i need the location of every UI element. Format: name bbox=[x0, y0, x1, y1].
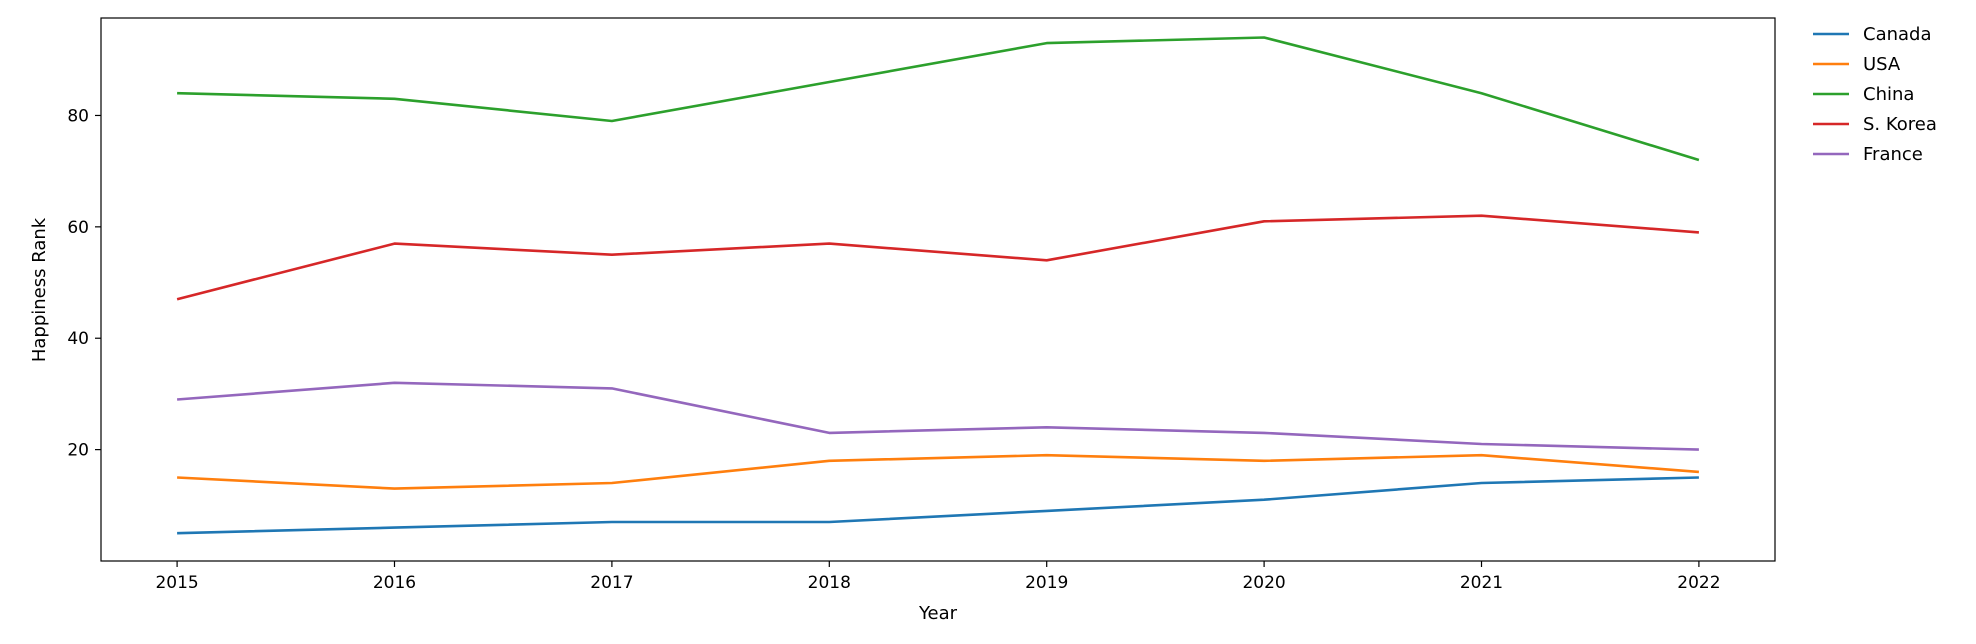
legend-label-s-korea: S. Korea bbox=[1863, 114, 1937, 135]
x-tick-label: 2016 bbox=[373, 573, 416, 593]
x-tick-label: 2022 bbox=[1677, 573, 1720, 593]
x-tick-label: 2015 bbox=[155, 573, 198, 593]
series-line-usa bbox=[177, 453, 1699, 490]
legend-label-china: China bbox=[1863, 84, 1914, 105]
plot-frame bbox=[100, 17, 1776, 562]
series-line-s-korea bbox=[176, 214, 1699, 301]
y-tick-label: 40 bbox=[67, 329, 89, 349]
series-line-canada bbox=[177, 476, 1699, 535]
x-tick-label: 2021 bbox=[1460, 573, 1503, 593]
y-tick-label: 60 bbox=[67, 218, 89, 238]
legend-label-usa: USA bbox=[1863, 54, 1901, 75]
x-axis-title: Year bbox=[918, 603, 958, 624]
plot-area-background bbox=[101, 18, 1775, 561]
x-axis: 2015 2016 2017 2018 2019 2020 2021 2022 bbox=[155, 561, 1721, 593]
x-tick-label: 2020 bbox=[1242, 573, 1285, 593]
legend-label-canada: Canada bbox=[1863, 24, 1932, 45]
series-line-france bbox=[177, 381, 1699, 451]
legend-label-france: France bbox=[1863, 144, 1923, 165]
legend: Canada USA China S. Korea France bbox=[1813, 24, 1937, 165]
x-tick-label: 2017 bbox=[590, 573, 633, 593]
y-tick-label: 20 bbox=[67, 441, 89, 461]
x-tick-label: 2018 bbox=[808, 573, 851, 593]
y-tick-label: 80 bbox=[67, 106, 89, 126]
y-axis-title: Happiness Rank bbox=[29, 217, 50, 362]
series-layer bbox=[176, 36, 1700, 535]
y-axis: 20 40 60 80 bbox=[67, 106, 101, 461]
series-line-china bbox=[177, 36, 1700, 162]
x-tick-label: 2019 bbox=[1025, 573, 1068, 593]
